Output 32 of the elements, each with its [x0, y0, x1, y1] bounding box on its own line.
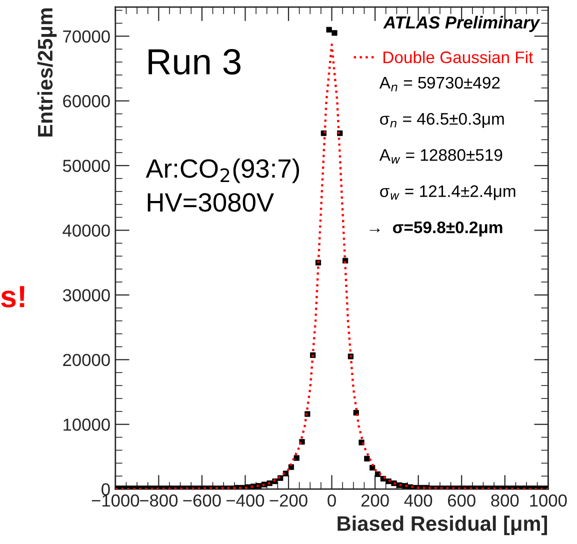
- x-tick-label: 600: [448, 494, 476, 507]
- text: s!: [1, 286, 24, 308]
- y-tick-label: 60000: [63, 95, 110, 108]
- x-tick-label: −1000: [92, 494, 140, 507]
- x-tick-label: −400: [226, 494, 264, 507]
- y-axis-title: Entries/25μm: [37, 8, 57, 137]
- annotation: Ar:CO$_{2}$(93:7): [146, 158, 300, 184]
- x-tick-label: −800: [140, 494, 178, 507]
- annotation: A$_{n}$ = 59730±492: [379, 76, 500, 92]
- annotation: HV=3080V: [148, 193, 274, 212]
- y-tick-label: 70000: [63, 30, 110, 43]
- annotation: σ$_{w}$ = 121.4±2.4μm: [380, 185, 516, 200]
- x-tick-label: 200: [361, 494, 389, 507]
- x-tick-label: 800: [491, 494, 519, 507]
- annotation: → σ=59.8±0.2μm: [370, 221, 502, 236]
- y-tick-label: 40000: [62, 224, 110, 237]
- annotation: Run 3: [148, 49, 240, 75]
- x-tick-label: 400: [404, 494, 432, 507]
- legend-label: Double Gaussian Fit: [384, 50, 534, 64]
- annotation: A$_{w}$ = 12880±519: [379, 149, 502, 164]
- x-tick-label: 0: [328, 494, 336, 507]
- annotation: ATLAS Preliminary: [383, 16, 540, 32]
- x-tick-label: −200: [270, 494, 308, 507]
- x-tick-label: −600: [183, 494, 221, 507]
- annotation: σ$_{n}$ = 46.5±0.3μm: [380, 112, 504, 128]
- y-tick-label: 30000: [62, 289, 110, 302]
- y-tick-label: 50000: [62, 160, 110, 172]
- x-tick-label: 1000: [530, 494, 567, 507]
- y-tick-label: 10000: [64, 418, 110, 431]
- x-axis-title: Biased Residual [μm]: [338, 516, 547, 536]
- y-tick-label: 0: [102, 483, 110, 496]
- y-tick-label: 20000: [63, 354, 110, 366]
